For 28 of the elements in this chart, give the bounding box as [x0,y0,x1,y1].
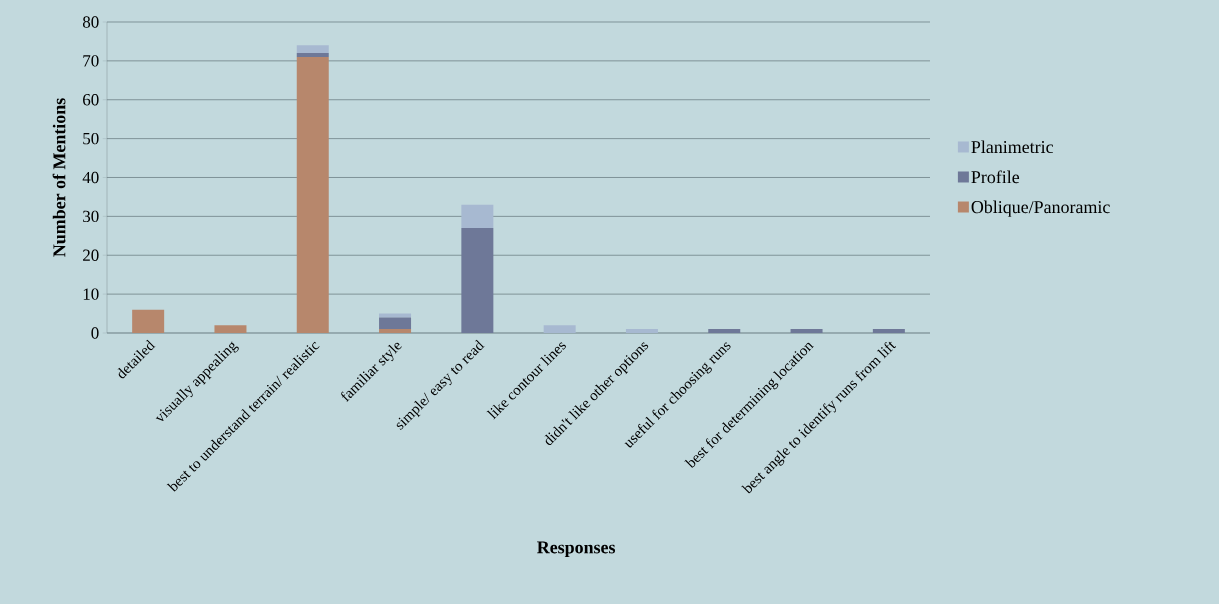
y-tick-label: 10 [83,288,99,300]
y-tick-label: 20 [83,249,99,261]
y-tick-label: 60 [83,94,99,106]
bar [296,45,329,54]
bar [461,204,494,229]
bar [296,56,329,333]
y-tick-label: 80 [82,16,99,28]
bar [543,325,576,333]
y-tick-label: 40 [82,171,99,184]
y-tick-label: 0 [91,327,99,339]
bar [790,329,823,333]
y-tick-label: 50 [83,132,99,145]
x-axis-title: Responses [537,541,616,558]
bar [461,228,494,333]
legend-label: Profile [971,170,1020,184]
bar [708,329,741,333]
y-tick-label: 70 [83,55,99,67]
bar [379,329,412,333]
y-axis-title: Number of Mentions [52,98,66,257]
bar [379,317,412,330]
bar [872,329,905,333]
legend-label: Planimetric [971,140,1054,154]
bar [214,325,247,333]
bar [132,309,165,333]
y-tick-label: 30 [83,210,99,223]
bar [625,329,658,333]
bar [296,53,329,57]
legend-label: Oblique/Panoramic [971,200,1110,217]
